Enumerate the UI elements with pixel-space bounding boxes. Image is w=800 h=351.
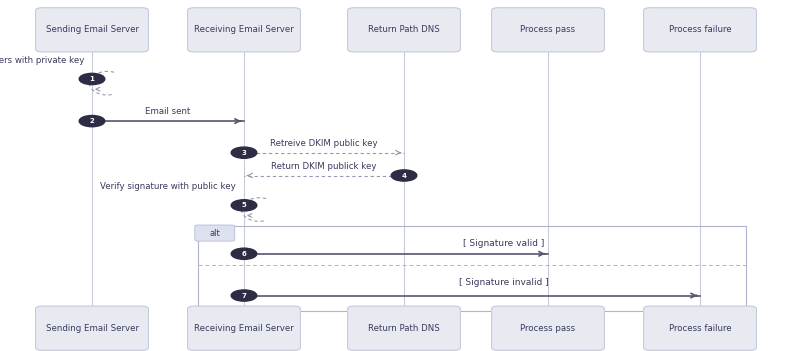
FancyBboxPatch shape <box>36 8 149 52</box>
FancyBboxPatch shape <box>643 306 757 350</box>
FancyBboxPatch shape <box>491 8 605 52</box>
Text: Email sent: Email sent <box>146 107 190 116</box>
Text: Return DKIM publick key: Return DKIM publick key <box>271 161 377 171</box>
FancyBboxPatch shape <box>348 306 461 350</box>
Circle shape <box>231 290 257 301</box>
Text: 4: 4 <box>402 172 406 179</box>
Text: [ Signature invalid ]: [ Signature invalid ] <box>459 278 549 287</box>
Circle shape <box>79 73 105 85</box>
Text: Verify signature with public key: Verify signature with public key <box>100 182 236 191</box>
Text: Process failure: Process failure <box>669 324 731 333</box>
Bar <box>198 226 746 311</box>
Text: 2: 2 <box>90 118 94 124</box>
Circle shape <box>231 147 257 158</box>
Circle shape <box>79 115 105 127</box>
Text: 5: 5 <box>242 202 246 208</box>
Circle shape <box>391 170 417 181</box>
FancyBboxPatch shape <box>491 306 605 350</box>
Circle shape <box>231 248 257 259</box>
FancyBboxPatch shape <box>187 8 301 52</box>
Text: Receiving Email Server: Receiving Email Server <box>194 324 294 333</box>
Text: 3: 3 <box>242 150 246 156</box>
FancyBboxPatch shape <box>36 306 149 350</box>
Text: 1: 1 <box>90 76 94 82</box>
FancyBboxPatch shape <box>187 306 301 350</box>
Text: Sending Email Server: Sending Email Server <box>46 324 138 333</box>
Text: Process pass: Process pass <box>521 324 575 333</box>
Text: Sign email headers with private key: Sign email headers with private key <box>0 56 84 65</box>
FancyBboxPatch shape <box>643 8 757 52</box>
Text: Process pass: Process pass <box>521 25 575 34</box>
FancyBboxPatch shape <box>195 225 235 241</box>
Text: [ Signature valid ]: [ Signature valid ] <box>463 239 545 249</box>
Text: alt: alt <box>210 229 220 238</box>
Text: 6: 6 <box>242 251 246 257</box>
Text: Process failure: Process failure <box>669 25 731 34</box>
Text: Return Path DNS: Return Path DNS <box>368 324 440 333</box>
Text: Return Path DNS: Return Path DNS <box>368 25 440 34</box>
FancyBboxPatch shape <box>348 8 461 52</box>
Text: Retreive DKIM public key: Retreive DKIM public key <box>270 139 378 148</box>
Text: 7: 7 <box>242 292 246 299</box>
Circle shape <box>231 200 257 211</box>
Text: Sending Email Server: Sending Email Server <box>46 25 138 34</box>
Text: Receiving Email Server: Receiving Email Server <box>194 25 294 34</box>
